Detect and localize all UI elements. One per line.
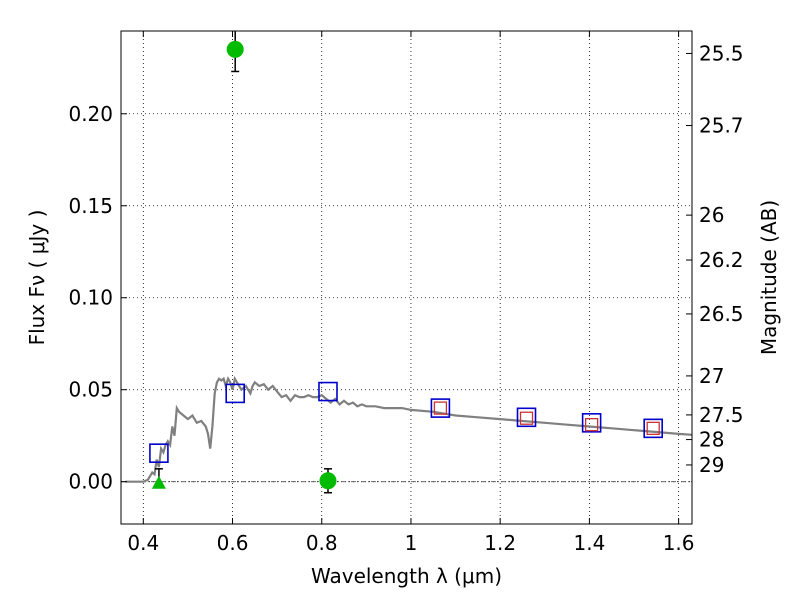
y2-axis-label: Magnitude (AB) bbox=[757, 200, 781, 355]
observed-photometry-point bbox=[584, 418, 599, 432]
y2-tick-label: 27.5 bbox=[699, 403, 744, 427]
model-photometry-point bbox=[318, 381, 338, 402]
model-spectrum bbox=[125, 375, 693, 483]
x-tick-label: 0.8 bbox=[306, 531, 338, 555]
plot-frame bbox=[120, 30, 693, 525]
model-photometry-point bbox=[149, 443, 169, 463]
x-tick-label: 1.6 bbox=[663, 531, 695, 555]
y-tick-label: 0.00 bbox=[68, 470, 113, 494]
observed-photometry-point bbox=[433, 401, 448, 415]
x-tick-label: 1.4 bbox=[573, 531, 605, 555]
y-tick-label: 0.05 bbox=[68, 378, 113, 402]
upper-limit-marker bbox=[151, 475, 166, 489]
y2-tick-label: 25.5 bbox=[699, 41, 744, 65]
x-tick-label: 0.6 bbox=[217, 531, 249, 555]
y-tick-label: 0.15 bbox=[68, 194, 113, 218]
y2-tick-label: 29 bbox=[699, 453, 724, 477]
observed-photometry-point bbox=[519, 411, 534, 425]
axis-ticks: 0.4 0.6 0.8 1 1.2 1.4 1.6 0.00 0.05 0.10 0.15 0.20 2… bbox=[68, 31, 744, 555]
model-photometry-point bbox=[643, 418, 663, 439]
model-photometry-point bbox=[516, 407, 537, 428]
y2-tick-label: 26 bbox=[699, 203, 724, 227]
observed-point bbox=[226, 40, 244, 58]
model-photometry-point bbox=[581, 413, 602, 433]
y2-tick-label: 26.2 bbox=[699, 248, 744, 272]
x-tick-label: 0.4 bbox=[127, 531, 159, 555]
y-tick-label: 0.20 bbox=[68, 102, 113, 126]
model-spectrum-line bbox=[125, 375, 693, 483]
x-axis-label: Wavelength λ (μm) bbox=[311, 564, 502, 588]
x-tick-label: 1.2 bbox=[484, 531, 516, 555]
y2-tick-label: 26.5 bbox=[699, 302, 744, 326]
y2-tick-label: 27 bbox=[699, 364, 724, 388]
y-tick-label: 0.10 bbox=[68, 286, 113, 310]
y2-tick-label: 28 bbox=[699, 428, 724, 452]
y2-tick-label: 25.7 bbox=[699, 114, 744, 138]
grid bbox=[121, 31, 692, 524]
model-photometry-point bbox=[225, 383, 245, 404]
model-photometry-point bbox=[430, 398, 451, 418]
x-tick-label: 1 bbox=[405, 531, 418, 555]
y-axis-label: Flux Fν ( μJy ) bbox=[25, 210, 49, 346]
observed-point bbox=[319, 472, 337, 490]
data-points bbox=[149, 31, 663, 494]
observed-photometry-point bbox=[646, 421, 660, 435]
